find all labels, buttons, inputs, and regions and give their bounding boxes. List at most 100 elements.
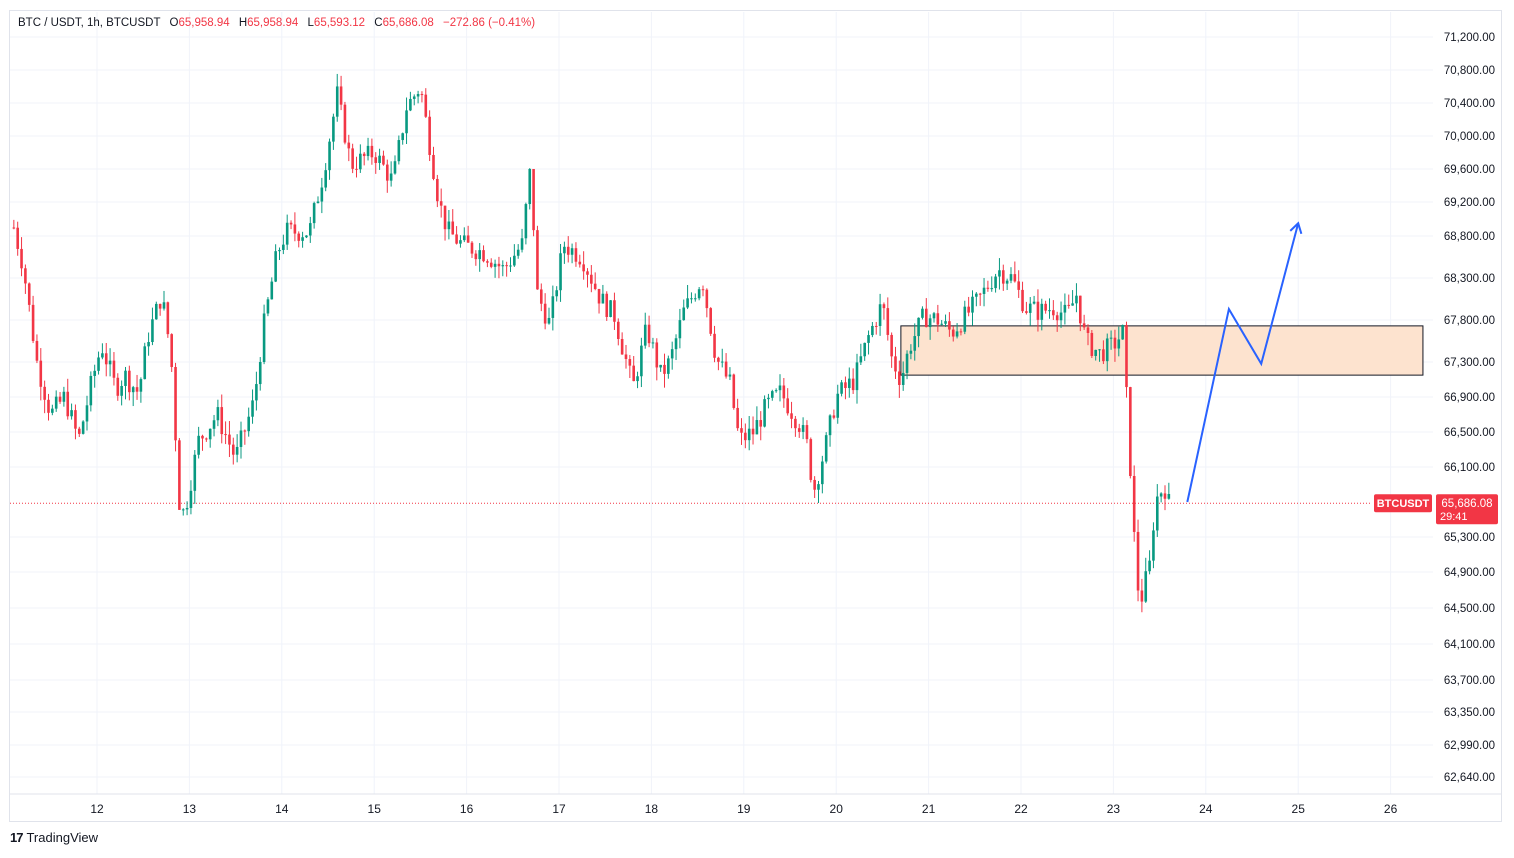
tradingview-brand: TradingView xyxy=(26,830,99,845)
close-label: C xyxy=(374,17,383,29)
candle-up xyxy=(678,320,682,339)
candle-down xyxy=(744,432,747,441)
candle-up xyxy=(928,318,932,328)
y-tick-label: 68,300.00 xyxy=(1444,273,1495,285)
x-tick-label: 23 xyxy=(1107,802,1121,816)
candle-down xyxy=(620,338,624,355)
candle-down xyxy=(482,250,485,262)
open-label: O xyxy=(169,17,179,29)
candle-up xyxy=(1098,349,1101,351)
candle-down xyxy=(466,235,470,243)
candlestick-series xyxy=(12,73,1171,613)
candle-up xyxy=(389,173,393,181)
candle-down xyxy=(543,303,547,324)
candle-up xyxy=(520,238,524,250)
candle-up xyxy=(1117,339,1121,349)
tradingview-footer[interactable]: 17 TradingView xyxy=(10,830,98,845)
candle-up xyxy=(555,290,558,297)
candle-down xyxy=(1113,337,1117,349)
candle-down xyxy=(224,434,227,436)
candle-down xyxy=(1017,281,1020,290)
candle-down xyxy=(782,385,786,399)
candle-up xyxy=(335,86,339,117)
candle-up xyxy=(1005,280,1009,284)
candle-down xyxy=(805,425,809,440)
candle-up xyxy=(551,296,555,318)
candle-up xyxy=(212,420,216,429)
candle-down xyxy=(1129,387,1132,476)
candle-down xyxy=(1136,531,1140,591)
candle-up xyxy=(801,425,805,432)
candle-up xyxy=(162,302,166,309)
candle-down xyxy=(343,104,347,143)
candle-up xyxy=(101,353,104,358)
candle-up xyxy=(193,454,197,491)
candle-down xyxy=(1044,303,1047,311)
candle-down xyxy=(451,221,455,235)
candle-up xyxy=(636,376,639,382)
candle-down xyxy=(1090,332,1094,356)
candle-down xyxy=(420,94,424,96)
candle-down xyxy=(166,302,170,335)
candle-down xyxy=(1102,349,1105,362)
candle-up xyxy=(239,430,243,447)
candle-up xyxy=(670,349,674,359)
candle-up xyxy=(609,300,612,317)
candle-down xyxy=(370,145,374,158)
candle-up xyxy=(859,356,863,363)
candle-up xyxy=(366,145,370,157)
x-tick-label: 12 xyxy=(90,802,104,816)
candle-down xyxy=(566,246,570,255)
candle-down xyxy=(578,261,582,265)
symbol-title[interactable]: BTC / USDT, 1h, BTCUSDT xyxy=(18,17,161,29)
candle-down xyxy=(205,438,208,440)
candle-down xyxy=(597,289,601,304)
candle-down xyxy=(374,157,378,163)
candle-up xyxy=(1152,530,1155,561)
candle-up xyxy=(324,170,327,188)
candle-down xyxy=(428,116,431,155)
candle-down xyxy=(174,367,177,441)
candle-up xyxy=(674,338,678,350)
candle-down xyxy=(751,428,755,435)
candle-up xyxy=(282,244,285,250)
x-tick-label: 14 xyxy=(275,802,289,816)
candle-up xyxy=(124,370,127,386)
candle-up xyxy=(332,116,335,142)
candle-up xyxy=(405,110,408,134)
candle-up xyxy=(755,420,759,435)
price-axis[interactable]: 71,200.00 70,800.00 70,400.00 70,000.00 69,6… xyxy=(1444,32,1495,784)
candle-down xyxy=(948,321,951,330)
candle-up xyxy=(651,342,655,344)
y-tick-label: 69,200.00 xyxy=(1444,197,1495,209)
candle-down xyxy=(220,407,224,435)
candle-up xyxy=(905,353,909,373)
y-tick-label: 62,990.00 xyxy=(1444,740,1495,752)
tradingview-logo-icon: 17 xyxy=(10,830,24,845)
candle-up xyxy=(509,265,512,267)
projection-line[interactable] xyxy=(1186,222,1300,503)
candle-down xyxy=(243,430,247,432)
y-tick-label: 67,300.00 xyxy=(1444,357,1495,369)
candle-up xyxy=(747,428,751,441)
candle-down xyxy=(112,360,116,378)
candle-up xyxy=(640,345,643,377)
candle-down xyxy=(474,253,478,260)
candle-up xyxy=(1059,312,1063,321)
y-tick-label: 68,800.00 xyxy=(1444,231,1495,243)
supply-zone-box[interactable] xyxy=(900,325,1424,376)
candle-down xyxy=(128,370,131,393)
time-axis[interactable]: 12 13 14 15 16 17 18 19 20 21 22 23 24 25 26 xyxy=(90,802,1397,816)
candle-down xyxy=(74,410,77,429)
candle-down xyxy=(882,304,886,309)
x-tick-label: 22 xyxy=(1014,802,1028,816)
candle-down xyxy=(385,164,389,181)
candle-down xyxy=(624,354,628,360)
candle-up xyxy=(305,235,308,238)
low-value: 65,593.12 xyxy=(313,17,366,29)
candle-up xyxy=(563,246,566,254)
low-label: L xyxy=(307,17,314,29)
y-tick-label: 63,350.00 xyxy=(1444,707,1495,719)
y-tick-label: 66,100.00 xyxy=(1444,462,1495,474)
